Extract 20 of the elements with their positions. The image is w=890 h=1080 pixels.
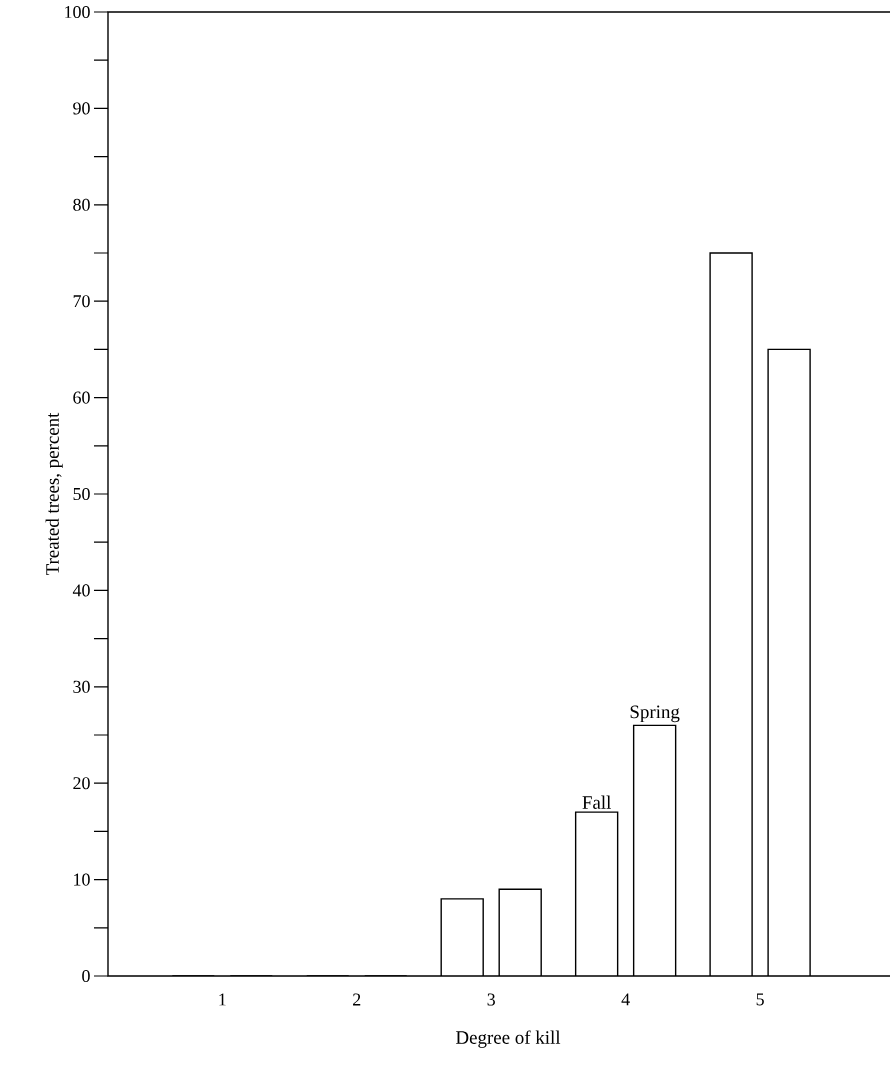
y-tick-label: 0 bbox=[82, 969, 90, 983]
x-tick-label: 1 bbox=[219, 993, 226, 1006]
y-tick-label: 10 bbox=[74, 873, 90, 886]
y-tick-label: 60 bbox=[73, 391, 90, 404]
series-label: Fall bbox=[582, 795, 611, 809]
x-tick-label: 2 bbox=[353, 993, 361, 1006]
x-tick-label: 4 bbox=[621, 993, 630, 1006]
y-tick-label: 70 bbox=[73, 295, 90, 308]
y-tick-label: 90 bbox=[73, 102, 90, 115]
x-tick-label: 3 bbox=[487, 993, 495, 1006]
y-tick-label: 100 bbox=[65, 5, 90, 19]
y-tick-label: 40 bbox=[72, 584, 90, 597]
y-tick-label: 30 bbox=[73, 680, 90, 693]
y-tick-label: 50 bbox=[73, 487, 90, 501]
series-label: Spring bbox=[630, 705, 680, 723]
y-tick-label: 80 bbox=[73, 198, 90, 211]
y-axis-title: Treated trees, percent bbox=[45, 412, 63, 576]
y-tick-label: 20 bbox=[73, 777, 90, 790]
x-tick-label: 5 bbox=[756, 993, 764, 1006]
x-axis-title: Degree of kill bbox=[455, 1030, 561, 1048]
